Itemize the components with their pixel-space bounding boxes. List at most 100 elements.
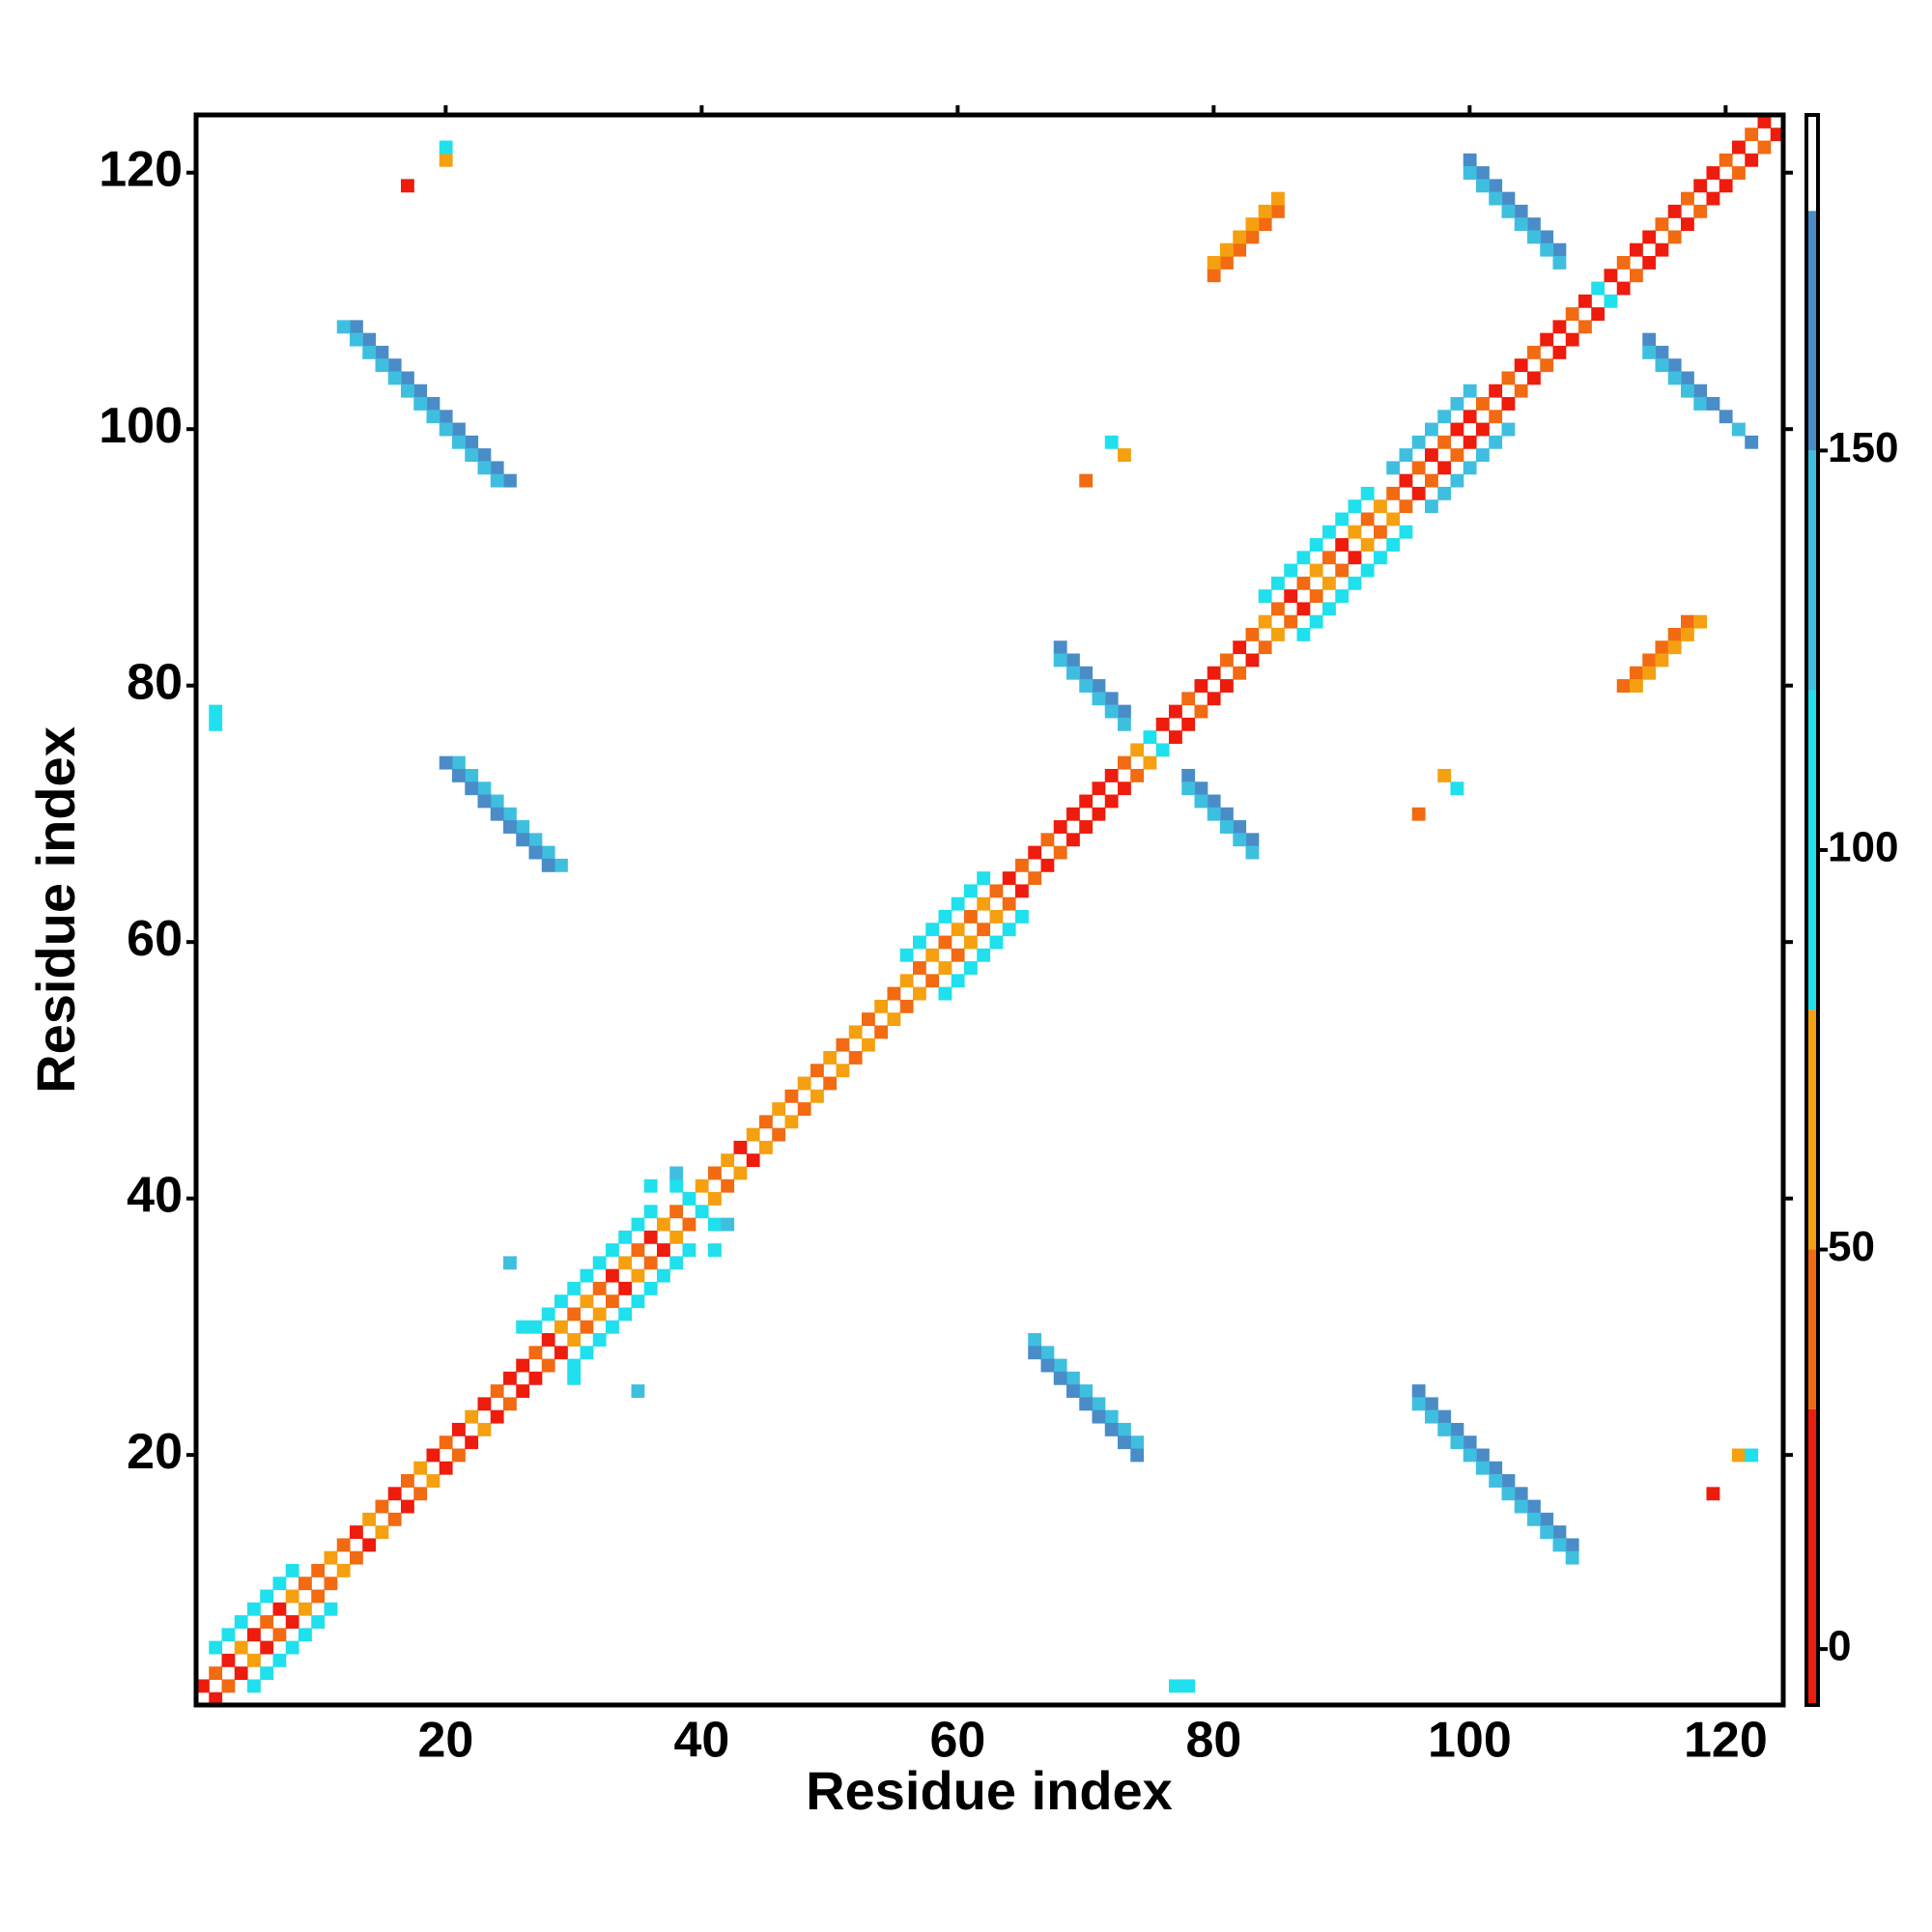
heatmap-cell bbox=[951, 948, 965, 962]
heatmap-cell bbox=[1514, 384, 1528, 398]
heatmap-cell bbox=[516, 820, 530, 834]
heatmap-cell bbox=[1271, 602, 1285, 616]
heatmap-cell bbox=[1450, 448, 1464, 463]
heatmap-cell bbox=[375, 1499, 389, 1514]
heatmap-cell bbox=[1732, 1448, 1746, 1463]
heatmap-cell bbox=[1655, 640, 1669, 655]
heatmap-cell bbox=[1745, 435, 1759, 449]
heatmap-cell bbox=[938, 961, 952, 975]
heatmap-cell bbox=[1527, 217, 1541, 232]
heatmap-cell bbox=[1489, 191, 1503, 206]
heatmap-cell bbox=[1411, 486, 1426, 500]
heatmap-cell bbox=[1591, 307, 1605, 321]
heatmap-cell bbox=[324, 1550, 338, 1565]
heatmap-cell bbox=[759, 1140, 773, 1154]
heatmap-cell bbox=[1220, 820, 1234, 834]
heatmap-cell bbox=[413, 1461, 428, 1475]
heatmap-cell bbox=[1501, 371, 1516, 385]
heatmap-cell bbox=[1040, 858, 1055, 872]
heatmap-cell bbox=[1489, 410, 1503, 424]
heatmap-cell bbox=[1437, 1422, 1452, 1436]
y-axis-label: Residue index bbox=[25, 726, 86, 1094]
heatmap-cell bbox=[784, 1089, 799, 1103]
heatmap-cell bbox=[682, 1192, 696, 1206]
heatmap-cell bbox=[1681, 217, 1694, 232]
heatmap-cell bbox=[1284, 614, 1298, 629]
heatmap-cell bbox=[848, 1025, 863, 1039]
heatmap-cell bbox=[1207, 269, 1221, 283]
heatmap-cell bbox=[247, 1679, 261, 1693]
heatmap-cell bbox=[951, 923, 965, 937]
heatmap-cell bbox=[1425, 448, 1438, 463]
heatmap-cell bbox=[1092, 1409, 1106, 1424]
heatmap-cell bbox=[1463, 384, 1477, 398]
heatmap-cell bbox=[1374, 525, 1387, 539]
heatmap-cell bbox=[1053, 1358, 1067, 1373]
heatmap-cell bbox=[516, 1320, 530, 1334]
heatmap-cell bbox=[631, 1294, 645, 1309]
heatmap-cell bbox=[1642, 230, 1657, 244]
heatmap-cell bbox=[1066, 1384, 1080, 1399]
heatmap-cell bbox=[1181, 692, 1196, 706]
heatmap-cell bbox=[669, 1230, 684, 1244]
heatmap-cell bbox=[1181, 768, 1196, 782]
colorbar-band bbox=[1806, 1408, 1818, 1705]
heatmap-cell bbox=[1399, 525, 1413, 539]
heatmap-cell bbox=[1565, 1538, 1579, 1552]
heatmap-cell bbox=[1693, 384, 1708, 398]
heatmap-cell bbox=[477, 1422, 492, 1436]
heatmap-cell bbox=[1501, 1474, 1516, 1488]
plot-frame bbox=[193, 112, 1786, 1708]
heatmap-cell bbox=[631, 1268, 645, 1283]
heatmap-cell bbox=[1719, 153, 1733, 167]
heatmap-cell bbox=[1130, 768, 1145, 782]
heatmap-cell bbox=[490, 1409, 504, 1424]
heatmap-cell bbox=[1630, 242, 1643, 257]
heatmap-cell bbox=[669, 1256, 684, 1270]
heatmap-cell bbox=[1271, 191, 1285, 206]
heatmap-cell bbox=[1233, 230, 1247, 244]
heatmap-cell bbox=[1527, 1499, 1541, 1514]
heatmap-cell bbox=[1463, 410, 1477, 424]
heatmap-cell bbox=[350, 1525, 363, 1540]
heatmap-cell bbox=[1399, 448, 1413, 463]
heatmap-cell bbox=[1476, 1448, 1490, 1463]
heatmap-cell bbox=[1258, 204, 1272, 218]
heatmap-cell bbox=[1655, 217, 1669, 232]
heatmap-cell bbox=[631, 1384, 645, 1399]
heatmap-cell bbox=[618, 1230, 633, 1244]
heatmap-cell bbox=[1540, 358, 1554, 373]
heatmap-cell bbox=[375, 1525, 389, 1540]
heatmap-cell bbox=[1565, 1550, 1579, 1565]
heatmap-cell bbox=[913, 986, 926, 1001]
heatmap-cell bbox=[1540, 230, 1554, 244]
heatmap-cell bbox=[1207, 794, 1221, 809]
heatmap-cell bbox=[1770, 128, 1784, 142]
heatmap-cell bbox=[272, 1653, 287, 1667]
heatmap-cell bbox=[1335, 538, 1350, 552]
heatmap-cell bbox=[1130, 1448, 1145, 1463]
heatmap-cell bbox=[592, 1281, 607, 1295]
heatmap-cell bbox=[1552, 1525, 1567, 1540]
heatmap-cell bbox=[1079, 666, 1094, 680]
heatmap-cell bbox=[401, 384, 414, 398]
heatmap-cell bbox=[1514, 1487, 1528, 1501]
heatmap-cell bbox=[1092, 781, 1106, 796]
heatmap-cell bbox=[567, 1371, 582, 1385]
heatmap-cell bbox=[1476, 179, 1490, 193]
heatmap-cell bbox=[1655, 242, 1669, 257]
heatmap-cell bbox=[1411, 461, 1426, 475]
heatmap-cell bbox=[260, 1589, 274, 1604]
heatmap-cell bbox=[631, 1217, 645, 1232]
heatmap-cell bbox=[516, 833, 530, 847]
heatmap-cell bbox=[1630, 679, 1643, 693]
colorbar-tick-label: 100 bbox=[1828, 824, 1898, 871]
heatmap-cell bbox=[503, 1397, 517, 1411]
heatmap-cell bbox=[477, 461, 492, 475]
heatmap-cell bbox=[234, 1640, 248, 1655]
heatmap-cell bbox=[528, 1346, 543, 1360]
heatmap-cell bbox=[465, 781, 479, 796]
heatmap-cell bbox=[1552, 242, 1567, 257]
heatmap-cell bbox=[362, 345, 377, 359]
heatmap-cell bbox=[465, 448, 479, 463]
